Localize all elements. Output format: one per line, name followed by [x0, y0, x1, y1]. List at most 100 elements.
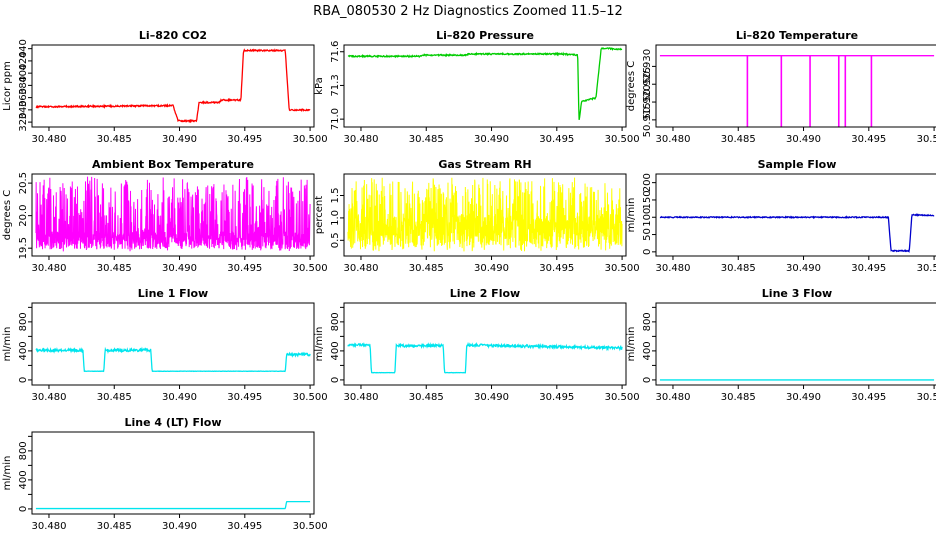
x-tick-label: 30.485	[409, 392, 444, 403]
x-tick-label: 30.495	[227, 521, 262, 532]
x-tick-label: 30.485	[97, 392, 132, 403]
y-axis-label: ml/min	[2, 456, 13, 491]
x-tick-label: 30.500	[605, 263, 640, 274]
plot-frame	[343, 302, 627, 386]
y-tick-label: 71.0	[330, 108, 341, 130]
panel-li-820-pressure: 30.480 30.485 30.490 30.495 30.500 71.0 71.3 71…	[314, 29, 640, 145]
plot-frame	[31, 173, 315, 257]
series-line	[347, 47, 623, 120]
x-tick-label: 30.490	[474, 134, 509, 145]
x-tick-label: 30.495	[227, 392, 262, 403]
x-tick-label: 30.495	[851, 392, 886, 403]
y-tick-label: 0	[330, 377, 341, 383]
panel-title: Li–820 Temperature	[736, 29, 858, 42]
x-tick-label: 30.500	[917, 392, 936, 403]
y-tick-label: 0	[642, 377, 653, 383]
panel-li-820-temperature: 30.48030.48530.49030.49530.50050.91550.9…	[626, 29, 936, 145]
y-tick-label: 440	[18, 39, 29, 58]
y-tick-label: 400	[642, 341, 653, 360]
panel-line-1-flow: 30.480 30.485 30.490 30.495 30.500 0 400 800 Lin…	[2, 287, 328, 403]
panel-title: Line 2 Flow	[450, 287, 520, 300]
y-tick-label: 100	[642, 208, 653, 227]
x-tick-label: 30.495	[227, 134, 262, 145]
y-tick-label: 19.5	[18, 237, 29, 259]
plot-frame	[31, 44, 315, 128]
x-tick-label: 30.485	[721, 263, 756, 274]
panel-line-3-flow: 30.480 30.485 30.490 30.495 30.500 0 400 800 Lin…	[626, 287, 936, 403]
y-tick-label: 71.3	[330, 74, 341, 96]
panel-gas-stream-rh: 30.480 30.485 30.490 30.495 30.500 0.5 1.0 1.5 G…	[314, 158, 640, 274]
x-tick-label: 30.480	[31, 134, 66, 145]
y-tick-label: 0	[18, 377, 29, 383]
y-tick-label: 1.5	[330, 188, 341, 204]
y-tick-label: 420	[18, 51, 29, 70]
y-tick-label: 50.925	[642, 67, 653, 102]
y-tick-label: 71.6	[330, 41, 341, 63]
y-axis-label: ml/min	[626, 198, 637, 233]
x-tick-label: 30.490	[786, 392, 821, 403]
y-tick-label: 50.930	[642, 49, 653, 84]
panel-title: Ambient Box Temperature	[92, 158, 254, 171]
y-tick-label: 400	[18, 341, 29, 360]
x-tick-label: 30.490	[786, 134, 821, 145]
plot-frame	[655, 44, 936, 128]
y-tick-label: 400	[18, 64, 29, 83]
x-tick-label: 30.495	[539, 263, 574, 274]
x-tick-label: 30.480	[31, 392, 66, 403]
panel-title: Sample Flow	[758, 158, 837, 171]
y-tick-label: 20.5	[18, 172, 29, 194]
x-tick-label: 30.485	[97, 134, 132, 145]
panel-ambient-box-temperature: 30.480 30.485 30.490 30.495 30.500 19.5 20.0 20…	[2, 158, 328, 274]
panel-sample-flow: 30.480 30.485 30.490 30.495 30.500 0 501001502…	[626, 158, 936, 274]
x-tick-label: 30.500	[917, 263, 936, 274]
panel-title: Li–820 CO2	[139, 29, 207, 42]
y-axis-label: kPa	[314, 77, 325, 95]
plot-frame	[655, 302, 936, 386]
y-tick-label: 0	[642, 249, 653, 255]
x-tick-label: 30.490	[162, 392, 197, 403]
x-tick-label: 30.490	[786, 263, 821, 274]
y-tick-label: 50	[642, 228, 653, 241]
x-tick-label: 30.480	[655, 392, 690, 403]
y-axis-label: Licor ppm	[2, 61, 13, 111]
plot-frame	[343, 44, 627, 128]
plot-frame	[31, 302, 315, 386]
series-line	[347, 177, 623, 252]
y-tick-label: 320	[18, 113, 29, 132]
x-tick-label: 30.490	[474, 263, 509, 274]
x-tick-label: 30.495	[851, 134, 886, 145]
figure-title: RBA_080530 2 Hz Diagnostics Zoomed 11.5–…	[313, 4, 623, 19]
panel-title: Line 4 (LT) Flow	[125, 416, 222, 429]
x-tick-label: 30.495	[539, 392, 574, 403]
x-tick-label: 30.490	[162, 263, 197, 274]
y-tick-label: 50.920	[642, 85, 653, 120]
x-tick-label: 30.500	[605, 134, 640, 145]
x-tick-label: 30.485	[721, 392, 756, 403]
y-axis-label: percent	[314, 196, 325, 234]
x-tick-label: 30.495	[539, 134, 574, 145]
panel-title: Line 1 Flow	[138, 287, 208, 300]
y-axis-label: degrees C	[2, 190, 13, 240]
y-tick-label: 20.0	[18, 205, 29, 227]
x-tick-label: 30.500	[605, 392, 640, 403]
x-tick-label: 30.495	[227, 263, 262, 274]
panel-li-820-co2: 30.480 30.485 30.490 30.495 30.500 3203403603…	[2, 29, 328, 145]
y-tick-label: 400	[18, 470, 29, 489]
y-tick-label: 800	[330, 312, 341, 331]
y-tick-label: 800	[18, 441, 29, 460]
y-axis-label: degrees C	[626, 61, 637, 111]
plot-frame	[343, 173, 627, 257]
x-tick-label: 30.485	[409, 263, 444, 274]
panel-line-2-flow: 30.480 30.485 30.490 30.495 30.500 0 400 800 Lin…	[314, 287, 640, 403]
y-tick-label: 50.915	[642, 102, 653, 137]
x-tick-label: 30.490	[162, 521, 197, 532]
series-line	[35, 176, 311, 252]
y-axis-label: ml/min	[314, 327, 325, 362]
x-tick-label: 30.500	[293, 134, 328, 145]
y-tick-label: 800	[18, 312, 29, 331]
panel-title: Gas Stream RH	[438, 158, 531, 171]
y-axis-label: ml/min	[626, 327, 637, 362]
x-tick-label: 30.485	[409, 134, 444, 145]
x-tick-label: 30.485	[721, 134, 756, 145]
series-line	[659, 213, 935, 254]
